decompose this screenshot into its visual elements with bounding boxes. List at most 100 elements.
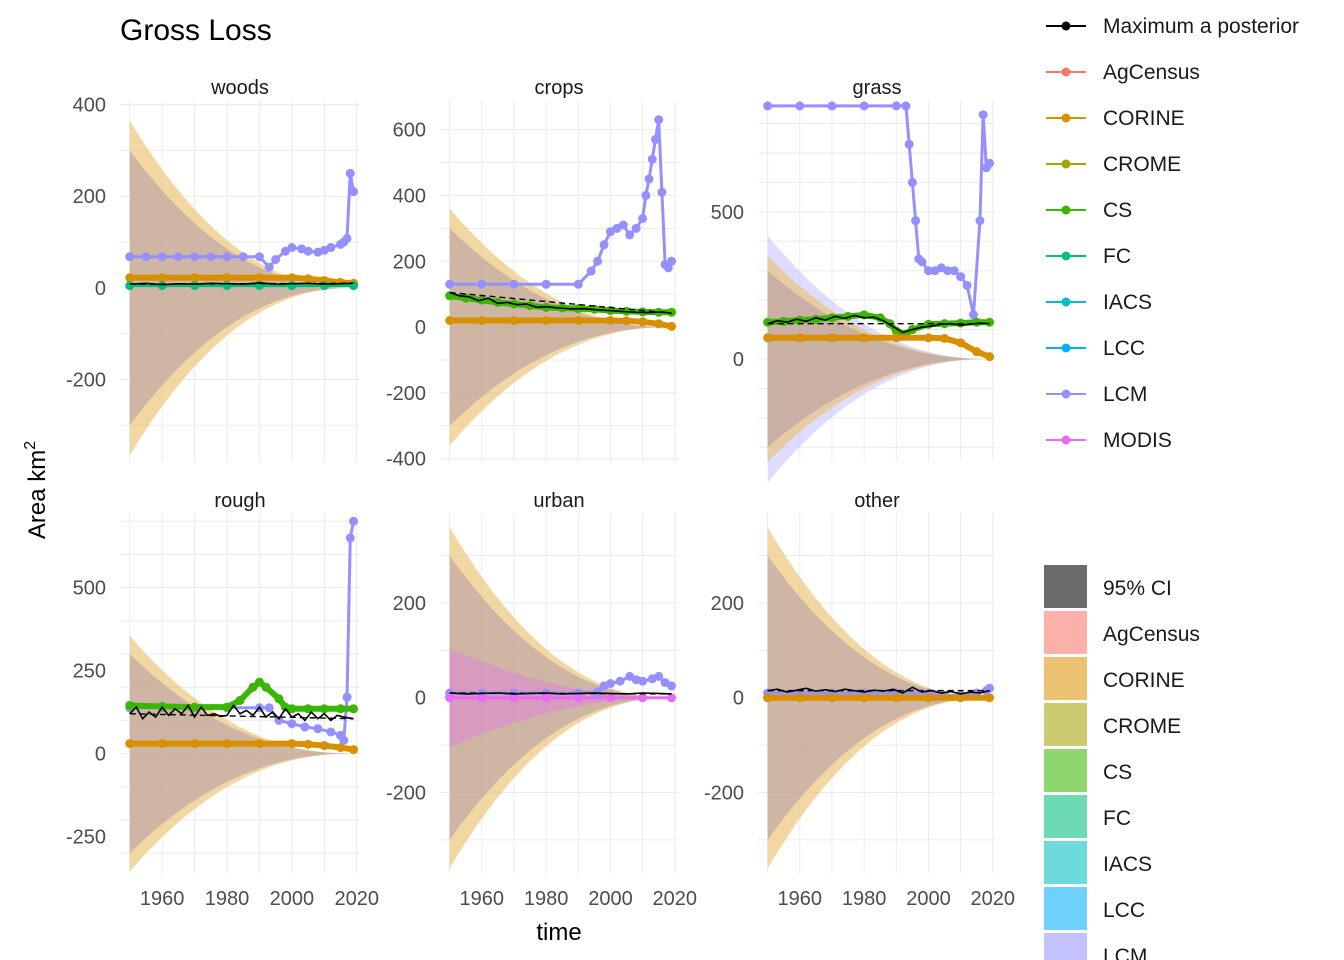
- series-line: [129, 740, 354, 753]
- data-point: [238, 252, 248, 262]
- data-point: [956, 338, 966, 348]
- data-point: [342, 233, 352, 243]
- data-point: [657, 187, 667, 197]
- data-point: [811, 314, 821, 324]
- y-tick-label: 0: [733, 349, 744, 371]
- y-tick-label: 400: [393, 185, 426, 207]
- data-point: [445, 693, 455, 703]
- data-point: [763, 317, 773, 327]
- data-point: [650, 134, 660, 144]
- data-point: [968, 310, 978, 320]
- data-point: [264, 703, 274, 713]
- data-point: [795, 693, 805, 703]
- data-point: [917, 257, 927, 267]
- data-point: [319, 281, 329, 291]
- series-corine: [763, 693, 995, 703]
- data-point: [157, 281, 167, 291]
- legend-key-point: [1061, 389, 1071, 399]
- data-point: [904, 139, 914, 149]
- legend-item-agcensus: AgCensus: [1044, 611, 1200, 654]
- series-lcm: [763, 101, 995, 320]
- data-point: [222, 739, 232, 749]
- data-point: [222, 702, 232, 712]
- data-point: [625, 230, 635, 240]
- data-point: [956, 272, 966, 282]
- legend-label: CORINE: [1103, 669, 1185, 692]
- data-point: [157, 252, 167, 262]
- y-axis-ticks: -250 0 250 500: [66, 578, 106, 849]
- data-point: [509, 315, 519, 325]
- legend-item-95-ci: 95% CI: [1044, 565, 1172, 608]
- legend-label: LCM: [1103, 945, 1147, 960]
- data-point: [641, 190, 651, 200]
- data-point: [342, 692, 352, 702]
- series-line: [129, 704, 354, 722]
- panel-strip-label: woods: [210, 77, 269, 99]
- legend-label: LCC: [1103, 337, 1145, 360]
- series-mean-dashed: [129, 713, 354, 720]
- y-tick-label: 200: [73, 186, 106, 208]
- x-tick-label: 2000: [270, 888, 315, 910]
- series-line: [129, 274, 354, 287]
- series-maximum-a-posterior: [449, 291, 672, 315]
- x-tick-label: 2000: [906, 888, 951, 910]
- legend-key-point: [1061, 21, 1071, 31]
- legend-item-corine: CORINE: [1044, 657, 1185, 700]
- legend-item-lcc: LCC: [1046, 337, 1145, 360]
- data-point: [336, 704, 346, 714]
- data-point: [222, 252, 232, 262]
- data-point: [985, 352, 995, 362]
- x-tick-label: 1980: [524, 888, 569, 910]
- band-95-ci: [767, 270, 990, 448]
- data-point: [605, 679, 615, 689]
- legend-label: FC: [1103, 245, 1131, 268]
- y-tick-label: 250: [73, 661, 106, 683]
- series-corine: [445, 315, 677, 331]
- legend-label: CS: [1103, 199, 1132, 222]
- legend-lines: Maximum a posterior AgCensus CORINE CROME CS…: [1046, 15, 1299, 452]
- data-point: [795, 101, 805, 111]
- data-point: [644, 174, 654, 184]
- series-mean-dashed: [129, 282, 354, 285]
- legend-item-maximum-a-posterior: Maximum a posterior: [1046, 15, 1299, 38]
- data-point: [827, 101, 837, 111]
- legend-item-corine: CORINE: [1046, 107, 1185, 130]
- data-point: [605, 693, 615, 703]
- data-point: [972, 317, 982, 327]
- x-tick-label: 1960: [140, 888, 185, 910]
- data-point: [303, 246, 313, 256]
- data-point: [978, 110, 988, 120]
- y-tick-label: 0: [415, 688, 426, 710]
- data-point: [254, 273, 264, 283]
- data-point: [125, 700, 135, 710]
- data-point: [125, 739, 135, 749]
- data-point: [349, 187, 359, 197]
- data-point: [190, 281, 200, 291]
- legend-label: Maximum a posterior: [1103, 15, 1299, 38]
- y-axis-ticks: -200 0 200: [704, 593, 744, 804]
- series-lcm: [445, 115, 677, 289]
- series-line: [449, 291, 672, 315]
- series-cs: [125, 677, 359, 714]
- data-point: [940, 333, 950, 343]
- data-point: [654, 319, 664, 329]
- data-point: [985, 158, 995, 168]
- data-point: [477, 315, 487, 325]
- legend-label: AgCensus: [1103, 623, 1200, 646]
- data-point: [287, 719, 297, 729]
- data-point: [313, 724, 323, 734]
- legend-label: LCM: [1103, 383, 1147, 406]
- chart-title: Gross Loss: [120, 14, 272, 47]
- y-tick-label: 200: [393, 593, 426, 615]
- data-point: [859, 101, 869, 111]
- panel-strip-label: grass: [853, 77, 902, 99]
- x-axis-ticks: 1960 1980 2000 2020: [140, 888, 379, 910]
- data-point: [975, 216, 985, 226]
- y-axis-ticks: -200 0 200 400: [66, 95, 106, 392]
- data-point: [638, 676, 648, 686]
- series-maximum-a-posterior: [767, 314, 990, 334]
- data-point: [615, 676, 625, 686]
- data-point: [985, 317, 995, 327]
- y-tick-label: -200: [66, 370, 106, 392]
